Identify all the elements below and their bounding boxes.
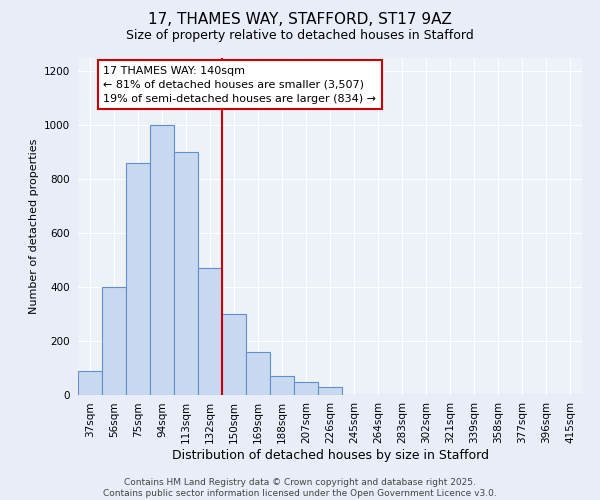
Bar	[198, 268, 222, 395]
X-axis label: Distribution of detached houses by size in Stafford: Distribution of detached houses by size …	[172, 449, 488, 462]
Text: 17 THAMES WAY: 140sqm
← 81% of detached houses are smaller (3,507)
19% of semi-d: 17 THAMES WAY: 140sqm ← 81% of detached …	[103, 66, 376, 104]
Bar	[270, 376, 294, 395]
Bar	[246, 352, 270, 395]
Text: Size of property relative to detached houses in Stafford: Size of property relative to detached ho…	[126, 29, 474, 42]
Text: 17, THAMES WAY, STAFFORD, ST17 9AZ: 17, THAMES WAY, STAFFORD, ST17 9AZ	[148, 12, 452, 28]
Y-axis label: Number of detached properties: Number of detached properties	[29, 138, 38, 314]
Bar	[174, 152, 198, 395]
Bar	[78, 370, 102, 395]
Bar	[318, 387, 342, 395]
Bar	[150, 125, 174, 395]
Text: Contains HM Land Registry data © Crown copyright and database right 2025.
Contai: Contains HM Land Registry data © Crown c…	[103, 478, 497, 498]
Bar	[294, 382, 318, 395]
Bar	[222, 314, 246, 395]
Bar	[126, 163, 150, 395]
Bar	[102, 287, 126, 395]
